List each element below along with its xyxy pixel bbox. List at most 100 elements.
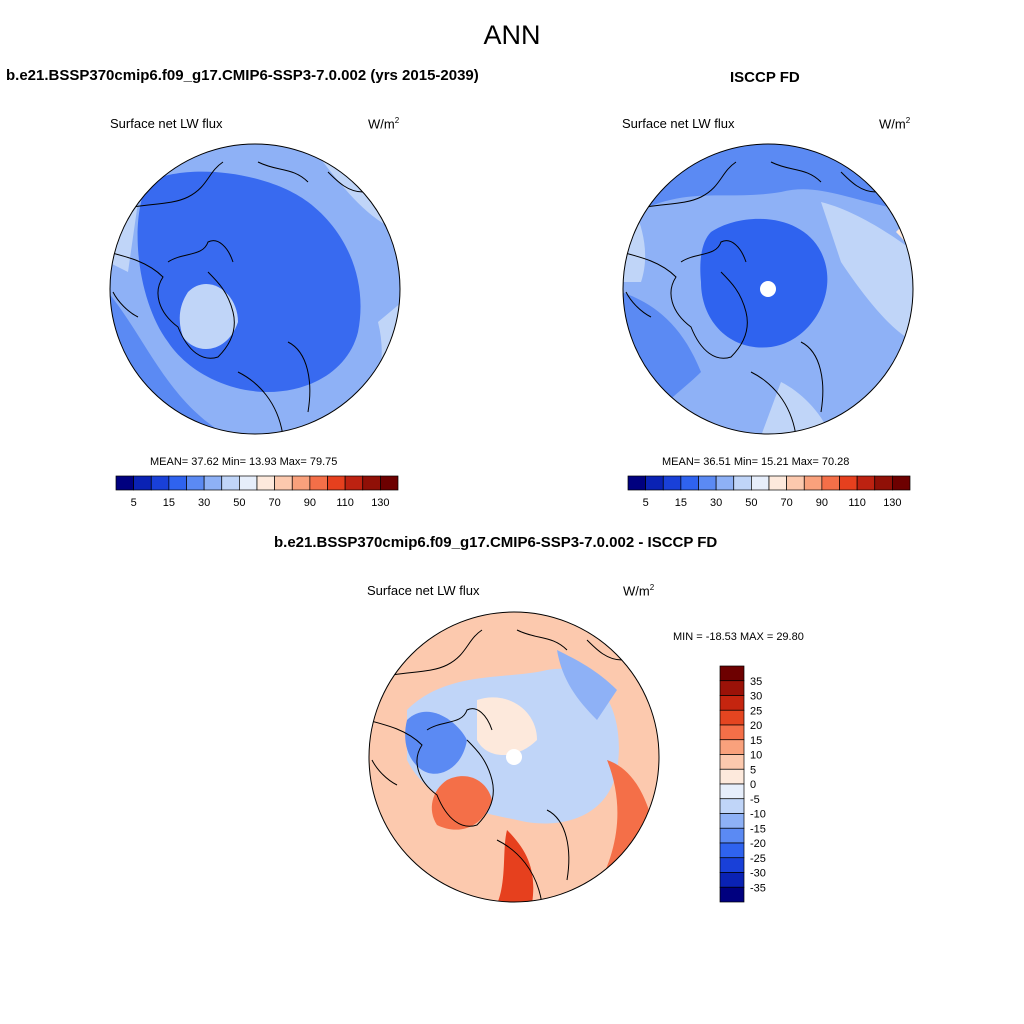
colorbar-swatch (719, 886, 745, 903)
colorbar-swatch (698, 475, 717, 491)
colorbar-swatch (719, 783, 745, 800)
colorbar-swatch (719, 798, 745, 814)
missing-data-pole (506, 749, 522, 765)
map-field-region (497, 830, 534, 902)
colorbar-swatch (874, 475, 893, 491)
colorbar-swatch (719, 724, 745, 741)
colorbar-tick-label: 10 (750, 750, 762, 762)
colorbar-swatch (733, 475, 752, 491)
colorbar-swatch (719, 665, 745, 682)
colorbar-tick-label: 0 (750, 779, 756, 791)
colorbar-swatch (719, 813, 745, 829)
colorbar-tick-label: 20 (750, 720, 762, 732)
model-units-label: W/m2 (368, 116, 400, 132)
colorbar-tick-label: 5 (131, 497, 137, 509)
obs-variable-label: Surface net LW flux (622, 116, 735, 131)
colorbar-swatch (380, 475, 399, 491)
colorbar-swatch (256, 475, 275, 491)
colorbar-tick-label: 30 (198, 497, 210, 509)
colorbar-tick-label: 90 (816, 497, 828, 509)
model-stats: MEAN= 37.62 Min= 13.93 Max= 79.75 (150, 456, 338, 468)
map-boundary (622, 143, 914, 435)
obs-polar-map (622, 143, 914, 435)
colorbar-tick-label: 15 (163, 497, 175, 509)
coastline (369, 629, 623, 902)
colorbar-tick-label: 130 (371, 497, 389, 509)
colorbar-tick-label: 30 (750, 691, 762, 703)
colorbar-swatch (645, 475, 664, 491)
colorbar-tick-label: -35 (750, 882, 766, 894)
colorbar-swatch (291, 475, 311, 491)
map-field-region (110, 202, 138, 272)
map-field-region (179, 283, 238, 349)
colorbar-tick-label: -30 (750, 868, 766, 880)
colorbar-swatch (715, 475, 735, 491)
colorbar-tick-label: 70 (781, 497, 793, 509)
colorbar-tick-label: -20 (750, 838, 766, 850)
colorbar-tick-label: 110 (848, 497, 866, 509)
obs-colorbar: 5 15 30 50 70 90 110 130 (627, 475, 911, 509)
colorbar-swatch (133, 475, 152, 491)
colorbar-swatch (839, 475, 858, 491)
colorbar-swatch (719, 680, 745, 696)
diff-min-max: MIN = -18.53 MAX = 29.80 (673, 631, 804, 643)
map-field-region (557, 650, 617, 720)
colorbar-tick-label: 35 (750, 676, 762, 688)
colorbar-tick-label: 130 (883, 497, 901, 509)
map-boundary (109, 143, 401, 435)
colorbar-swatch (239, 475, 258, 491)
obs-panel-title: ISCCP FD (730, 69, 800, 86)
colorbar-tick-label: 70 (269, 497, 281, 509)
coastline (623, 161, 877, 434)
colorbar-swatch (115, 475, 134, 491)
colorbar-tick-label: 50 (745, 497, 757, 509)
colorbar-swatch (719, 709, 745, 726)
diff-colorbar: 35 30 25 20 15 10 5 0 -5 -10 -15 -20 -25 -30 -35 (719, 665, 766, 903)
colorbar-tick-label: 15 (750, 735, 762, 747)
colorbar-swatch (821, 475, 840, 491)
missing-data-pole (760, 281, 776, 297)
colorbar-swatch (803, 475, 823, 491)
plot-season-title: ANN (483, 20, 541, 50)
colorbar-swatch (786, 475, 805, 491)
map-field-region (405, 711, 467, 774)
colorbar-swatch (327, 475, 346, 491)
model-panel-title: b.e21.BSSP370cmip6.f09_g17.CMIP6-SSP3-7.… (6, 67, 479, 84)
colorbar-swatch (719, 695, 745, 711)
model-variable-label: Surface net LW flux (110, 116, 223, 131)
colorbar-tick-label: -25 (750, 853, 766, 865)
colorbar-tick-label: 5 (750, 764, 756, 776)
obs-units-label: W/m2 (879, 116, 911, 132)
colorbar-swatch (719, 872, 745, 888)
colorbar-swatch (719, 739, 745, 755)
colorbar-swatch (751, 475, 770, 491)
colorbar-tick-label: 5 (643, 497, 649, 509)
colorbar-tick-label: 110 (336, 497, 354, 509)
colorbar-swatch (168, 475, 187, 491)
colorbar-tick-label: -15 (750, 823, 766, 835)
colorbar-tick-label: -10 (750, 809, 766, 821)
colorbar-swatch (309, 475, 328, 491)
colorbar-tick-label: 50 (233, 497, 245, 509)
obs-stats: MEAN= 36.51 Min= 15.21 Max= 70.28 (662, 456, 850, 468)
colorbar-tick-label: 90 (304, 497, 316, 509)
colorbar-swatch (768, 475, 787, 491)
map-boundary (368, 611, 660, 903)
colorbar-swatch (203, 475, 223, 491)
colorbar-swatch (719, 842, 745, 859)
map-field-region (477, 697, 537, 755)
colorbar-swatch (662, 475, 682, 491)
colorbar-swatch (627, 475, 646, 491)
coastline (110, 161, 364, 434)
colorbar-swatch (719, 857, 745, 873)
colorbar-tick-label: -5 (750, 794, 760, 806)
diff-panel-title: b.e21.BSSP370cmip6.f09_g17.CMIP6-SSP3-7.… (274, 534, 718, 551)
colorbar-swatch (274, 475, 293, 491)
diff-units-label: W/m2 (623, 583, 655, 599)
colorbar-swatch (680, 475, 699, 491)
colorbar-swatch (719, 754, 745, 770)
colorbar-swatch (221, 475, 240, 491)
colorbar-swatch (719, 768, 745, 785)
colorbar-swatch (344, 475, 364, 491)
diff-polar-map (368, 611, 660, 903)
